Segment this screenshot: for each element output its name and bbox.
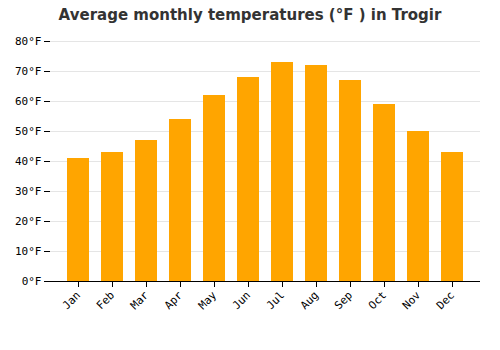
svg-text:Nov: Nov [400, 288, 424, 312]
svg-text:Jul: Jul [264, 289, 287, 312]
svg-text:0°F: 0°F [22, 275, 42, 288]
svg-text:60°F: 60°F [15, 95, 42, 108]
svg-text:50°F: 50°F [15, 125, 42, 138]
svg-text:80°F: 80°F [15, 35, 42, 48]
svg-text:Aug: Aug [298, 289, 321, 312]
svg-text:Oct: Oct [366, 289, 389, 312]
svg-text:Feb: Feb [94, 289, 117, 312]
svg-text:40°F: 40°F [15, 155, 42, 168]
svg-text:Mar: Mar [128, 288, 152, 312]
html-text:Average monthly temperatures (: Average monthly temperatures (°F ) in Tr… [58, 6, 442, 24]
svg-text:30°F: 30°F [15, 185, 42, 198]
svg-text:Apr: Apr [162, 288, 186, 312]
svg-text:10°F: 10°F [15, 245, 42, 258]
svg-text:70°F: 70°F [15, 65, 42, 78]
svg-text:20°F: 20°F [15, 215, 42, 228]
svg-text:Jan: Jan [60, 289, 83, 312]
svg-text:Dec: Dec [434, 289, 457, 312]
svg-text:Sep: Sep [332, 289, 355, 312]
svg-text:May: May [196, 288, 220, 312]
svg-text:Jun: Jun [230, 289, 253, 312]
